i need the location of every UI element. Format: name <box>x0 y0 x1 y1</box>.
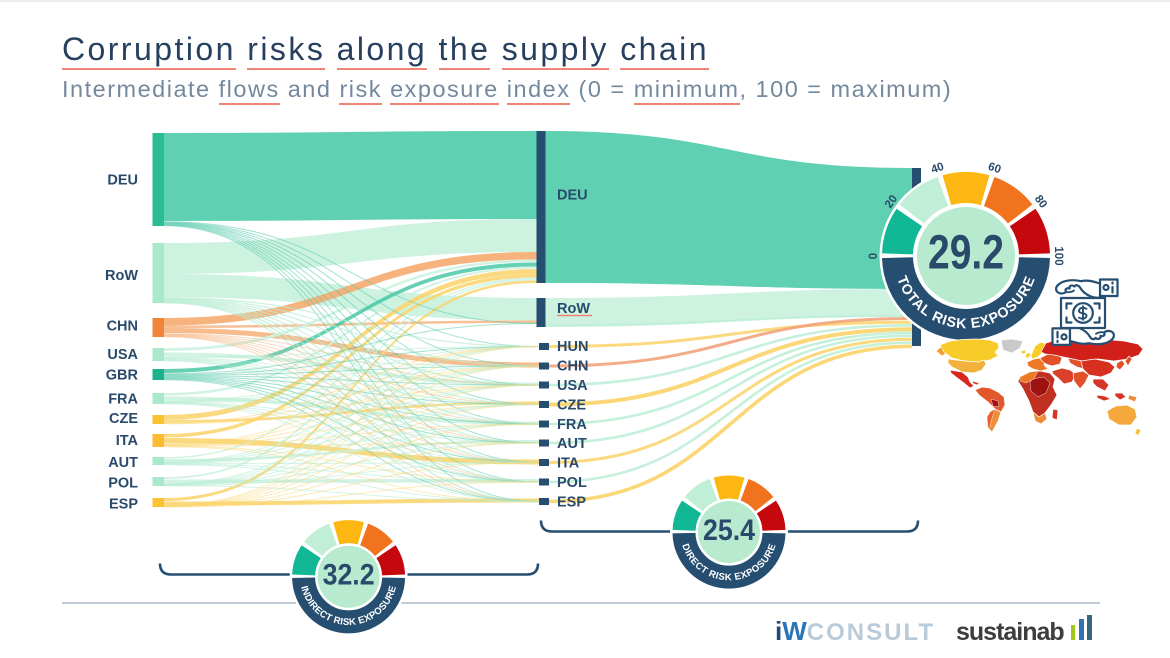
svg-text:ESP: ESP <box>557 495 586 511</box>
svg-text:40: 40 <box>930 161 946 176</box>
svg-text:32.2: 32.2 <box>323 559 375 592</box>
svg-text:CZE: CZE <box>109 411 138 427</box>
svg-text:DEU: DEU <box>557 188 588 204</box>
svg-text:60: 60 <box>986 161 1002 176</box>
svg-text:USA: USA <box>557 378 588 394</box>
svg-text:POL: POL <box>557 475 587 491</box>
svg-text:FRA: FRA <box>108 391 138 407</box>
svg-text:ESP: ESP <box>109 497 138 513</box>
svg-text:100: 100 <box>1052 246 1064 265</box>
svg-text:USA: USA <box>107 347 138 363</box>
svg-text:CHN: CHN <box>107 318 138 334</box>
svg-text:RoW: RoW <box>105 268 138 284</box>
svg-text:AUT: AUT <box>557 436 587 452</box>
svg-text:ITA: ITA <box>557 456 580 472</box>
svg-text:POL: POL <box>108 476 138 492</box>
svg-text:CZE: CZE <box>557 398 586 414</box>
svg-text:HUN: HUN <box>557 339 588 355</box>
svg-text:GBR: GBR <box>106 368 139 384</box>
svg-text:FRA: FRA <box>557 417 587 433</box>
svg-text:29.2: 29.2 <box>928 227 1004 280</box>
svg-text:CHN: CHN <box>557 359 588 375</box>
svg-text:RoW: RoW <box>557 301 590 317</box>
svg-text:DEU: DEU <box>107 173 138 189</box>
svg-text:25.4: 25.4 <box>703 514 755 547</box>
svg-text:ITA: ITA <box>116 433 139 449</box>
svg-text:0: 0 <box>868 253 880 259</box>
svg-text:AUT: AUT <box>108 455 138 471</box>
